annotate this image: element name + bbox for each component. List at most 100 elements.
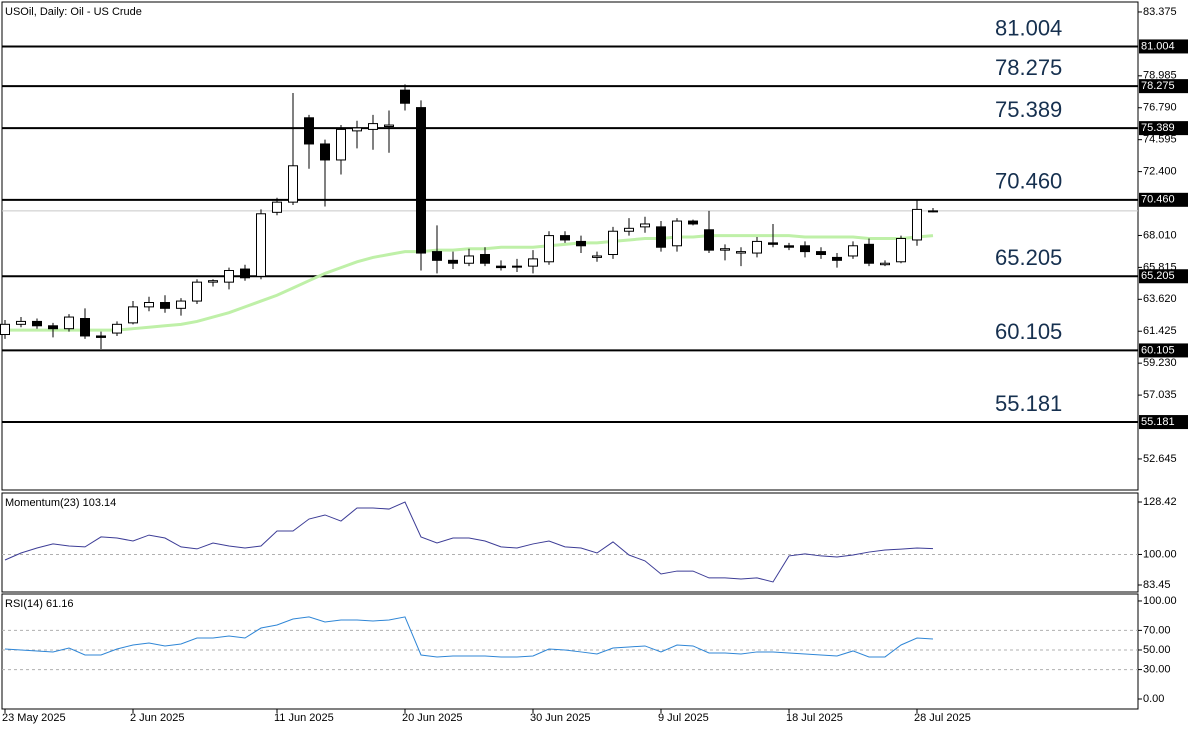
y-tick-label: 76.790: [1143, 102, 1177, 114]
candle-body: [528, 258, 538, 267]
level-axis-label: 70.460: [1141, 194, 1175, 206]
candle-body: [80, 318, 90, 337]
candle-body: [688, 220, 698, 225]
level-label: 78.275: [995, 55, 1062, 80]
y-tick-label: 78.985: [1143, 70, 1177, 82]
candle-body: [96, 335, 106, 338]
level-label: 65.205: [995, 245, 1062, 270]
level-label: 70.460: [995, 169, 1062, 194]
candle-body: [896, 238, 906, 263]
y-tick-label: 63.620: [1143, 293, 1177, 305]
y-tick-label: 59.230: [1143, 357, 1177, 369]
x-tick-label: 30 Jun 2025: [530, 712, 591, 724]
panel-title: RSI(14) 61.16: [5, 598, 73, 610]
level-axis-label: 60.105: [1141, 344, 1175, 356]
candle-body: [848, 245, 858, 257]
candle-body: [480, 254, 490, 264]
candle-body: [288, 165, 298, 203]
candle-body: [832, 256, 842, 261]
level-label: 60.105: [995, 319, 1062, 344]
level-axis-box: [1139, 269, 1188, 284]
candle-body: [880, 262, 890, 266]
level-axis-label: 78.275: [1141, 80, 1175, 92]
candle-body: [928, 210, 938, 213]
panel-border: [1, 593, 1139, 710]
candle-body: [560, 235, 570, 241]
x-tick-label: 20 Jun 2025: [402, 712, 463, 724]
candle-body: [176, 300, 186, 309]
candle-body: [640, 223, 650, 228]
candle-body: [864, 243, 874, 264]
y-tick-label: 30.00: [1143, 663, 1171, 675]
candle-body: [272, 201, 282, 213]
candle-body: [752, 240, 762, 254]
panel-border: [1, 1, 1139, 491]
y-tick-label: 100.00: [1143, 595, 1177, 607]
level-axis-box: [1139, 192, 1188, 207]
candle-body: [128, 306, 138, 324]
candle-body: [240, 268, 250, 279]
candle-body: [32, 320, 42, 327]
level-label: 81.004: [995, 15, 1062, 40]
candle-body: [192, 281, 202, 302]
candle-body: [208, 280, 218, 283]
level-axis-label: 65.205: [1141, 270, 1175, 282]
candle-body: [400, 89, 410, 104]
candle-body: [112, 323, 122, 334]
level-axis-box: [1139, 415, 1188, 430]
y-tick-label: 83.375: [1143, 6, 1177, 18]
candle-body: [320, 143, 330, 161]
candle-body: [816, 251, 826, 256]
y-tick-label: 68.010: [1143, 229, 1177, 241]
candle-body: [352, 127, 362, 132]
level-axis-box: [1139, 79, 1188, 94]
level-axis-label: 81.004: [1141, 40, 1175, 52]
indicator-line: [4, 501, 934, 583]
candle-body: [64, 316, 74, 330]
level-axis-box: [1139, 39, 1188, 54]
candle-body: [592, 255, 602, 258]
panel-border: [1, 492, 1139, 593]
candle-body: [160, 302, 170, 309]
candle-body: [224, 270, 234, 283]
candle-body: [416, 107, 426, 254]
y-tick-label: 83.45: [1143, 579, 1171, 591]
candle-body: [800, 245, 810, 253]
y-tick-label: 100.00: [1143, 548, 1177, 560]
candle-body: [496, 265, 506, 269]
y-tick-label: 52.645: [1143, 453, 1177, 465]
candle-body: [544, 235, 554, 263]
x-tick-label: 28 Jul 2025: [914, 712, 971, 724]
candle-body: [432, 251, 442, 261]
candle-body: [464, 255, 474, 264]
candle-body: [912, 208, 922, 241]
level-axis-label: 75.389: [1141, 122, 1175, 134]
candle-body: [784, 245, 794, 248]
candle-body: [512, 265, 522, 268]
x-tick-label: 2 Jun 2025: [130, 712, 184, 724]
indicator-line: [4, 616, 934, 658]
x-tick-label: 23 May 2025: [2, 712, 66, 724]
candle-body: [256, 213, 266, 277]
level-label: 75.389: [995, 97, 1062, 122]
candle-body: [768, 242, 778, 245]
x-tick-label: 9 Jul 2025: [658, 712, 709, 724]
level-axis-label: 55.181: [1141, 416, 1175, 428]
candle-body: [368, 123, 378, 130]
y-tick-label: 61.425: [1143, 325, 1177, 337]
y-tick-label: 50.00: [1143, 644, 1171, 656]
candle-body: [336, 128, 346, 161]
y-tick-label: 57.035: [1143, 389, 1177, 401]
x-tick-label: 18 Jul 2025: [786, 712, 843, 724]
level-axis-box: [1139, 343, 1188, 358]
y-tick-label: 70.00: [1143, 624, 1171, 636]
panel-title: USOil, Daily: Oil - US Crude: [5, 6, 142, 18]
candle-body: [0, 323, 10, 336]
y-tick-label: 0.00: [1143, 693, 1164, 705]
level-axis-box: [1139, 121, 1188, 136]
candle-body: [704, 229, 714, 251]
candle-body: [720, 248, 730, 251]
candle-body: [16, 320, 26, 325]
